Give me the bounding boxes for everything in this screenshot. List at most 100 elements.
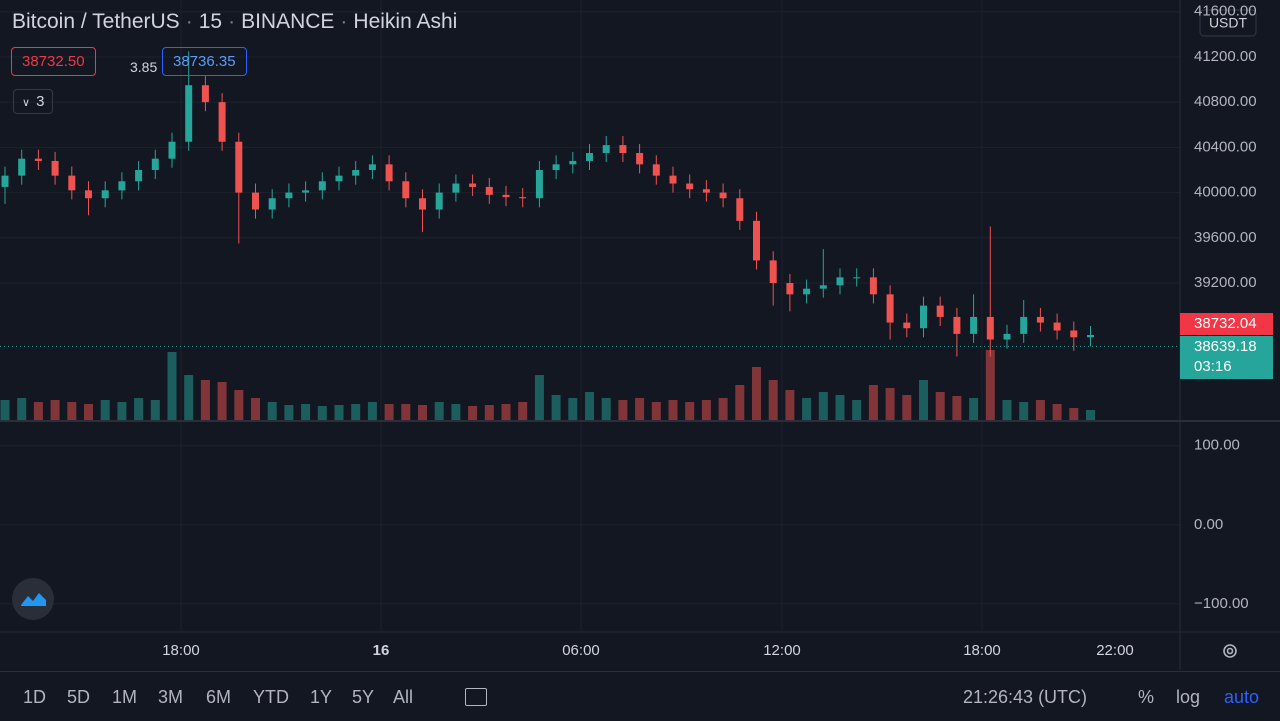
- sell-button[interactable]: 38732.50: [11, 47, 96, 76]
- volume-bar: [601, 398, 611, 420]
- range-button[interactable]: YTD: [253, 687, 289, 707]
- candle-body: [786, 283, 794, 295]
- y-tick-label: 40400.00: [1194, 138, 1257, 155]
- volume-bar: [334, 405, 344, 420]
- candle-body: [669, 175, 677, 184]
- volume-bar: [1035, 400, 1045, 420]
- x-tick-label: 06:00: [562, 642, 600, 659]
- volume-bar: [468, 406, 478, 420]
- candle-body: [1020, 316, 1028, 334]
- candle-body: [1070, 330, 1078, 338]
- indicators-toggle[interactable]: ∨ 3: [13, 89, 54, 114]
- candle-body: [1036, 316, 1044, 323]
- y2-tick-label: 100.00: [1194, 437, 1240, 454]
- x-tick-label: 18:00: [963, 642, 1001, 659]
- range-button[interactable]: 5Y: [352, 687, 375, 707]
- volume-bar: [618, 400, 628, 420]
- candle-body: [285, 192, 293, 199]
- volume-bar: [818, 392, 828, 420]
- volume-bar: [902, 395, 912, 420]
- range-button[interactable]: 6M: [206, 687, 232, 707]
- volume-bar: [100, 400, 110, 420]
- volume-bar: [568, 398, 578, 420]
- candles: [0, 51, 1095, 420]
- logo[interactable]: [12, 578, 54, 620]
- candle-body: [853, 277, 861, 279]
- volume-bar: [969, 398, 979, 420]
- volume-bar: [635, 398, 645, 420]
- candle-body: [702, 189, 710, 193]
- x-tick-label: 12:00: [763, 642, 801, 659]
- scale-option[interactable]: auto: [1224, 687, 1260, 707]
- volume-bar: [768, 380, 778, 420]
- volume-bar: [952, 396, 962, 420]
- x-tick-label: 16: [373, 642, 390, 659]
- currency-badge[interactable]: [1199, 9, 1257, 37]
- volume-bar: [401, 404, 411, 420]
- volume-bar: [1002, 400, 1012, 420]
- candle-body: [753, 220, 760, 261]
- date-range-icon[interactable]: [465, 688, 487, 706]
- volume-bar: [184, 375, 194, 420]
- chart-style[interactable]: Heikin Ashi: [353, 10, 458, 33]
- candle-body: [652, 164, 660, 176]
- y-tick-label: 39200.00: [1194, 274, 1257, 291]
- clock: 21:26:43 (UTC): [963, 687, 1088, 707]
- volume-bar: [1052, 404, 1062, 420]
- candle-body: [85, 190, 92, 199]
- candle-body: [519, 197, 527, 199]
- volume-bar: [501, 404, 511, 420]
- candle-body: [335, 175, 343, 182]
- candle-body: [452, 183, 460, 193]
- range-button[interactable]: 1M: [112, 687, 138, 707]
- candle-body: [302, 190, 310, 193]
- volume-bar: [267, 402, 277, 420]
- volume-bar: [735, 385, 745, 420]
- candle-body: [903, 322, 911, 329]
- symbol-header: Bitcoin / TetherUS · 15 · BINANCE · Heikin Ash…: [12, 10, 457, 34]
- buy-button[interactable]: 38736.35: [162, 47, 247, 76]
- gear-center: [1226, 647, 1234, 655]
- settings-icon[interactable]: [1223, 644, 1237, 658]
- last-price-badge: [1180, 336, 1273, 379]
- currency: USDT: [1209, 15, 1248, 31]
- candle-body: [385, 164, 393, 182]
- volume-bar: [134, 398, 144, 420]
- candle-body: [34, 158, 42, 161]
- range-button[interactable]: 1Y: [310, 687, 333, 707]
- volume-bar: [685, 402, 695, 420]
- scale-option[interactable]: log: [1176, 687, 1201, 707]
- gear: [1223, 644, 1237, 658]
- range-button[interactable]: 1D: [23, 687, 47, 707]
- scale-option[interactable]: %: [1138, 687, 1155, 707]
- indicator-count: 3: [36, 93, 45, 110]
- grid: [0, 0, 1180, 630]
- volume-bar: [67, 402, 77, 420]
- candle-body: [168, 141, 176, 159]
- range-button[interactable]: 5D: [67, 687, 91, 707]
- volume-bar: [451, 404, 461, 420]
- separator: ·: [340, 10, 348, 33]
- mark-price-label: 38732.04: [1194, 315, 1257, 332]
- volume-bar: [718, 398, 728, 420]
- range-button[interactable]: All: [393, 687, 414, 707]
- candle-body: [686, 183, 694, 190]
- volume-bar: [84, 404, 93, 420]
- x-tick-label: 22:00: [1096, 642, 1134, 659]
- candle-body: [18, 158, 26, 176]
- spread: 3.85: [130, 59, 158, 75]
- volume-bar: [868, 385, 878, 420]
- volume-bar: [668, 400, 678, 420]
- range-button[interactable]: 3M: [158, 687, 184, 707]
- countdown: 03:16: [1194, 358, 1232, 375]
- symbol[interactable]: Bitcoin / TetherUS: [12, 10, 180, 33]
- candle-body: [569, 160, 577, 165]
- candle-body: [51, 160, 59, 176]
- candle-body: [201, 85, 209, 103]
- y-tick-label: 40800.00: [1194, 93, 1257, 110]
- candle-body: [368, 164, 376, 170]
- interval[interactable]: 15: [198, 10, 223, 33]
- candle-body: [235, 141, 243, 193]
